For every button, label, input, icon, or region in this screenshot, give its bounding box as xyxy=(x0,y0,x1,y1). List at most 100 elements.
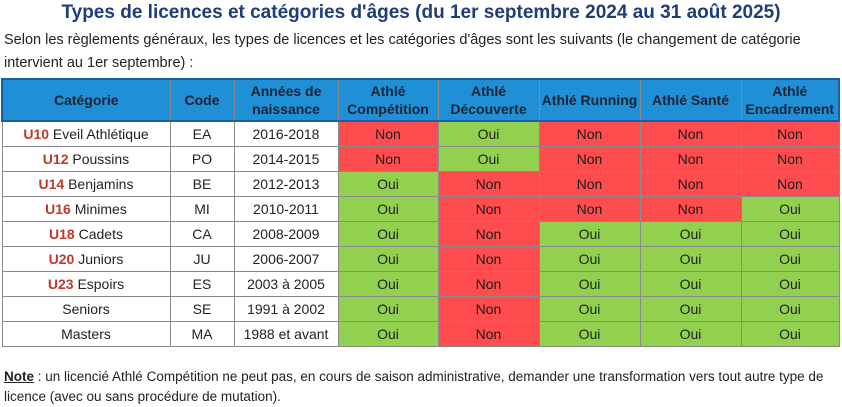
cell-annees: 2008-2009 xyxy=(233,221,339,247)
header-encadrement: Athlé Encadrement xyxy=(740,78,840,122)
cell-running: Non xyxy=(538,146,641,172)
cell-sante: Oui xyxy=(639,296,742,322)
note: Note : un licencié Athlé Compétition ne … xyxy=(4,367,836,407)
table-row: U18 Cadets CA 2008-2009 Oui Non Oui Oui Oui xyxy=(1,221,840,247)
table-row: U23 Espoirs ES 2003 à 2005 Oui Non Oui Oui Oui xyxy=(1,271,840,297)
cell-code: MI xyxy=(169,196,235,222)
cell-decouverte: Non xyxy=(437,171,540,197)
cell-encadrement: Oui xyxy=(740,246,840,272)
cell-sante: Oui xyxy=(639,246,742,272)
cell-competition: Oui xyxy=(337,296,439,322)
cell-sante: Non xyxy=(639,120,742,147)
cell-categorie: U16 Minimes xyxy=(1,196,171,222)
cell-encadrement: Oui xyxy=(740,296,840,322)
cell-annees: 2012-2013 xyxy=(233,171,339,197)
cell-annees: 2006-2007 xyxy=(233,246,339,272)
cell-competition: Oui xyxy=(337,221,439,247)
cell-running: Non xyxy=(538,171,641,197)
cell-competition: Oui xyxy=(337,171,439,197)
cell-annees: 1988 et avant xyxy=(233,321,339,347)
cell-competition: Oui xyxy=(337,246,439,272)
cell-competition: Oui xyxy=(337,196,439,222)
category-code: U23 xyxy=(47,276,74,292)
cell-encadrement: Non xyxy=(740,171,840,197)
cell-code: BE xyxy=(169,171,235,197)
category-name: Juniors xyxy=(78,251,124,267)
cell-competition: Non xyxy=(337,146,439,172)
cell-sante: Non xyxy=(639,196,742,222)
cell-running: Non xyxy=(538,196,641,222)
cell-encadrement: Non xyxy=(740,146,840,172)
cell-categorie: U12 Poussins xyxy=(1,146,171,172)
cell-sante: Oui xyxy=(639,221,742,247)
category-code: U18 xyxy=(49,226,75,242)
cell-code: CA xyxy=(169,221,235,247)
category-code: U10 xyxy=(23,126,50,142)
cell-running: Oui xyxy=(538,221,641,247)
category-name: Eveil Athlétique xyxy=(52,126,149,142)
header-code: Code xyxy=(169,78,235,122)
cell-code: SE xyxy=(169,296,235,322)
header-sante: Athlé Santé xyxy=(639,78,742,122)
cell-categorie: Masters xyxy=(1,321,171,347)
header-categorie: Catégorie xyxy=(1,78,171,122)
cell-code: MA xyxy=(169,321,235,347)
cell-code: ES xyxy=(169,271,235,297)
table-row: U12 Poussins PO 2014-2015 Non Oui Non Non Non xyxy=(1,146,840,172)
category-code: U16 xyxy=(45,201,71,217)
cell-running: Oui xyxy=(538,296,641,322)
cell-decouverte: Oui xyxy=(437,146,540,172)
table-row: Masters MA 1988 et avant Oui Non Oui Oui Oui xyxy=(1,321,840,347)
cell-decouverte: Non xyxy=(437,271,540,297)
cell-encadrement: Non xyxy=(740,120,840,147)
cell-decouverte: Non xyxy=(437,246,540,272)
cell-decouverte: Non xyxy=(437,296,540,322)
category-name: Benjamins xyxy=(68,176,134,192)
cell-annees: 1991 à 2002 xyxy=(233,296,339,322)
header-running: Athlé Running xyxy=(538,78,641,122)
category-name: Seniors xyxy=(62,301,110,317)
cell-competition: Oui xyxy=(337,321,439,347)
category-name: Espoirs xyxy=(77,276,125,292)
cell-code: JU xyxy=(169,246,235,272)
intro-text: Selon les règlements généraux, les types… xyxy=(4,32,801,71)
header-annees: Années de naissance xyxy=(233,78,339,122)
cell-encadrement: Oui xyxy=(740,196,840,222)
cell-categorie: U14 Benjamins xyxy=(1,171,171,197)
cell-decouverte: Non xyxy=(437,321,540,347)
table-row: U14 Benjamins BE 2012-2013 Oui Non Non Non Non xyxy=(1,171,840,197)
cell-running: Oui xyxy=(538,246,641,272)
cell-running: Non xyxy=(538,120,641,147)
cell-encadrement: Oui xyxy=(740,321,840,347)
cell-sante: Non xyxy=(639,171,742,197)
table-header-row: Catégorie Code Années de naissance Athlé… xyxy=(1,78,840,122)
cell-encadrement: Oui xyxy=(740,271,840,297)
table-row: U20 Juniors JU 2006-2007 Oui Non Oui Oui Oui xyxy=(1,246,840,272)
table-row: Seniors SE 1991 à 2002 Oui Non Oui Oui Oui xyxy=(1,296,840,322)
category-name: Poussins xyxy=(72,151,130,167)
cell-categorie: U18 Cadets xyxy=(1,221,171,247)
category-code: U14 xyxy=(38,176,65,192)
cell-code: PO xyxy=(169,146,235,172)
cell-annees: 2010-2011 xyxy=(233,196,339,222)
cell-categorie: U20 Juniors xyxy=(1,246,171,272)
cell-annees: 2003 à 2005 xyxy=(233,271,339,297)
category-code: U12 xyxy=(42,151,69,167)
cell-decouverte: Oui xyxy=(437,120,540,147)
cell-annees: 2016-2018 xyxy=(233,120,339,147)
cell-decouverte: Non xyxy=(437,196,540,222)
cell-competition: Non xyxy=(337,120,439,147)
cell-sante: Oui xyxy=(639,271,742,297)
table-row: U10 Eveil Athlétique EA 2016-2018 Non Oui Non… xyxy=(1,120,840,147)
category-name: Minimes xyxy=(74,201,127,217)
cell-encadrement: Oui xyxy=(740,221,840,247)
note-text: : un licencié Athlé Compétition ne peut … xyxy=(4,369,824,404)
note-label: Note xyxy=(4,369,34,384)
header-decouverte: Athlé Découverte xyxy=(437,78,540,122)
cell-annees: 2014-2015 xyxy=(233,146,339,172)
page-title: Types de licences et catégories d'âges (… xyxy=(61,2,781,23)
licence-table: Catégorie Code Années de naissance Athlé… xyxy=(1,78,840,347)
cell-decouverte: Non xyxy=(437,221,540,247)
category-name: Masters xyxy=(61,326,111,342)
cell-categorie: U10 Eveil Athlétique xyxy=(1,120,171,147)
